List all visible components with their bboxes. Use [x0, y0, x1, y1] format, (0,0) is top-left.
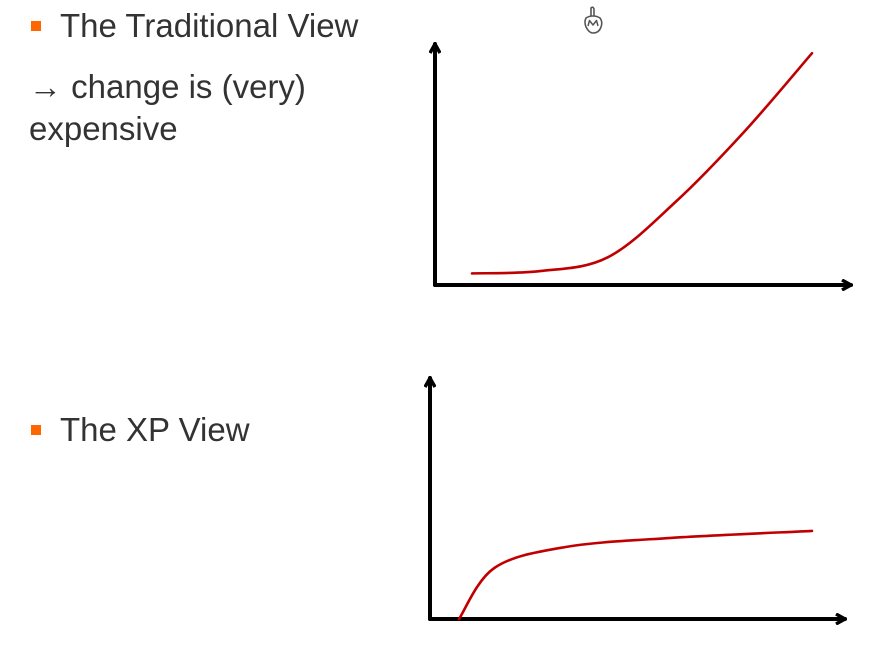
traditional-cost-graph: [435, 42, 853, 285]
busy-hand-cursor-icon: [584, 6, 603, 34]
xp-cost-curve: [457, 529, 814, 621]
bullet-square-icon: [31, 20, 41, 31]
cost-note-text-2: expensive: [29, 110, 178, 147]
xp-view-heading: The XP View: [60, 411, 250, 448]
xp-view-bullet: The XP View: [31, 413, 250, 446]
cost-note: → change is (very) expensive: [29, 66, 306, 150]
traditional-view-heading: The Traditional View: [60, 7, 359, 44]
traditional-view-bullet: The Traditional View: [31, 9, 358, 42]
cost-note-line-1: → change is (very): [29, 66, 306, 108]
traditional-cost-curve: [470, 51, 814, 275]
right-arrow-icon: →: [29, 68, 62, 105]
bullet-square-icon: [31, 424, 41, 435]
cost-note-text-1: change is (very): [71, 68, 306, 105]
xp-cost-graph: [430, 376, 847, 621]
